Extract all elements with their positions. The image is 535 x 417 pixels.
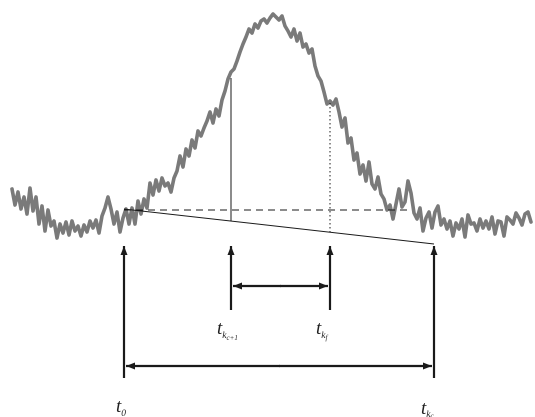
label-t0: t0 [116, 396, 126, 417]
label-t-kc1: tkc+1 [217, 318, 238, 342]
label-t-kf: tkf [316, 318, 329, 342]
signal-trace [10, 12, 533, 240]
sloped-baseline [123, 208, 435, 245]
label-t-kc: tkc [421, 398, 435, 417]
